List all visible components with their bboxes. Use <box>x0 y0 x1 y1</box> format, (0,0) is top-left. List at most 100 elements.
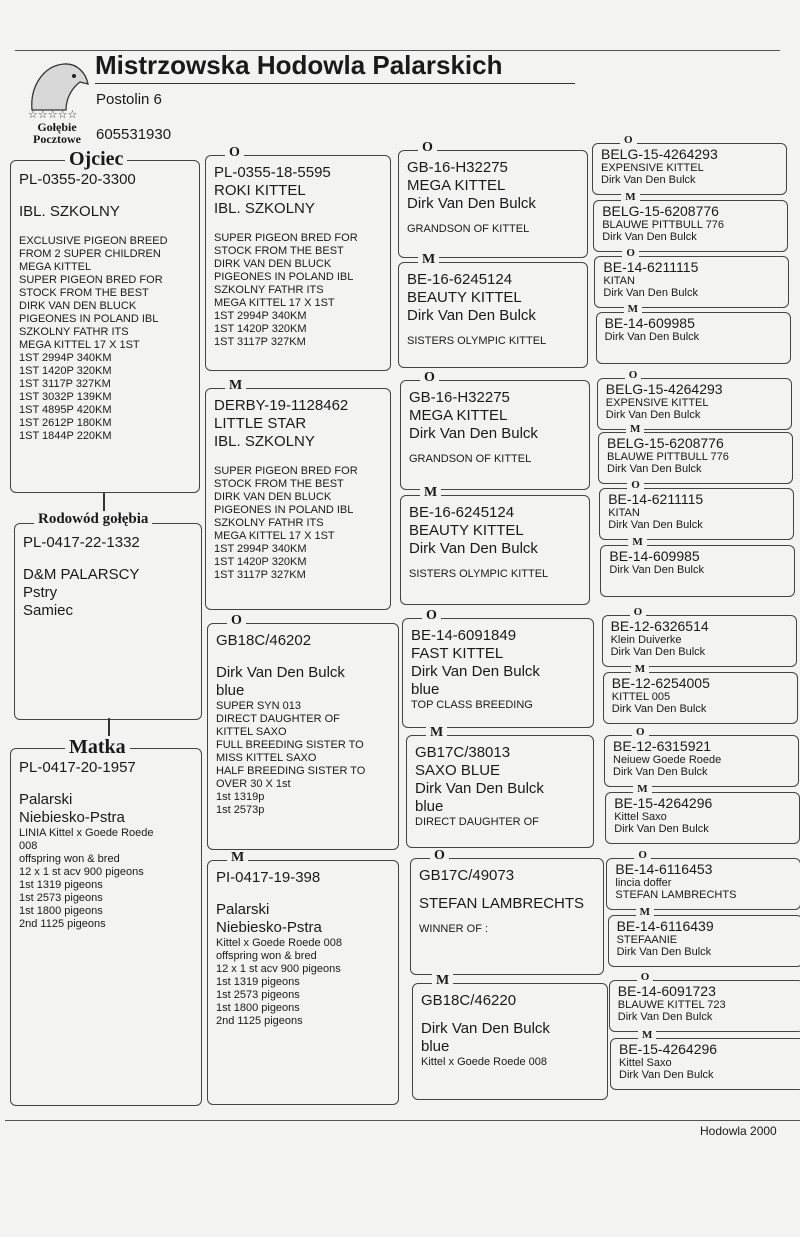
box-line: Samiec <box>23 602 74 619</box>
box-line: Dirk Van Den Bulck <box>411 663 540 680</box>
pedigree-box: PL-0417-20-1957 Palarski Niebiesko-Pstra LI… <box>10 748 202 1106</box>
box-line: EXPENSIVE KITTEL <box>605 397 709 409</box>
box-line: BE-15-4264296 <box>619 1041 718 1057</box>
box-marker: M <box>420 485 442 501</box>
box-line: STEFAN LAMBRECHTS <box>419 895 585 912</box>
box-line: 12 x 1 st acv 900 pigeons <box>216 963 341 975</box>
box-line: SUPER SYN 013 <box>216 700 301 712</box>
box-line: 008 <box>19 840 38 852</box>
box-line: WINNER OF : <box>419 923 489 935</box>
pedigree-box: BELG-15-4264293 EXPENSIVE KITTEL Dirk Van … <box>592 143 787 195</box>
box-marker: O <box>624 369 642 381</box>
box-line: 1ST 2994P 340KM <box>214 310 307 322</box>
box-line: lincia doffer <box>615 877 672 889</box>
box-line: blue <box>415 798 444 815</box>
box-line: 1ST 3117P 327KM <box>214 336 306 348</box>
box-line: HALF BREEDING SISTER TO <box>216 765 366 777</box>
box-line: 2nd 1125 pigeons <box>216 1015 303 1027</box>
box-line: Dirk Van Den Bulck <box>601 174 696 186</box>
box-marker: O <box>430 848 449 864</box>
logo-line: Pocztowe <box>33 132 81 146</box>
box-line: 1st 2573p <box>216 804 265 816</box>
box-line: blue <box>411 681 440 698</box>
box-line: PL-0355-20-3300 <box>19 171 136 188</box>
box-line: FAST KITTEL <box>411 645 504 662</box>
box-line: GB17C/38013 <box>415 744 511 761</box>
pedigree-box: BE-14-6116453 lincia doffer STEFAN LAMBREC… <box>606 858 800 910</box>
box-line: EXPENSIVE KITTEL <box>601 162 704 174</box>
box-line: 1st 1800 pigeons <box>216 1002 300 1014</box>
pedigree-box: BE-14-6116439 STEFAANIE Dirk Van Den Bulck <box>607 915 800 967</box>
box-line: 1ST 1420P 320KM <box>214 556 307 568</box>
box-marker: O <box>622 247 639 259</box>
box-line: Dirk Van Den Bulck <box>421 1020 550 1037</box>
connector <box>108 718 110 748</box>
box-line: 1ST 1844P 220KM <box>19 430 112 442</box>
box-line: SAXO BLUE <box>415 762 501 779</box>
box-line: FROM 2 SUPER CHILDREN <box>19 248 161 260</box>
box-marker: O <box>629 606 647 618</box>
box-line: BE-14-6211115 <box>603 259 699 275</box>
box-line: BELG-15-4264293 <box>605 381 723 397</box>
box-marker: M <box>418 252 440 268</box>
phone: 605531930 <box>96 126 172 143</box>
box-line: 1ST 1420P 320KM <box>19 365 112 377</box>
box-line: SZKOLNY FATHR ITS <box>214 517 324 529</box>
logo-line: Gołębie <box>37 120 77 134</box>
box-marker: O <box>627 479 644 491</box>
box-line: LINIA Kittel x Goede Roede <box>19 827 154 839</box>
box-line: blue <box>216 682 245 699</box>
box-line: blue <box>421 1038 450 1055</box>
box-line: FULL BREEDING SISTER TO <box>216 739 364 751</box>
box-line: PIGEONES IN POLAND IBL <box>214 271 354 283</box>
box-line: Pstry <box>23 584 58 601</box>
logo-text: Gołębie Pocztowe <box>22 121 92 145</box>
svg-text:☆☆☆☆☆: ☆☆☆☆☆ <box>28 109 77 120</box>
pedigree-box: BE-15-4264296 Kittel Saxo Dirk Van Den Bul… <box>610 1038 800 1090</box>
box-line: Kittel x Goede Roede 008 <box>216 937 342 949</box>
box-line: 12 x 1 st acv 900 pigeons <box>19 866 144 878</box>
box-line: Dirk Van Den Bulck <box>619 1069 714 1081</box>
box-line: IBL. SZKOLNY <box>214 200 315 217</box>
box-marker: O <box>418 140 437 156</box>
box-line: BLAUWE PITTBULL 776 <box>602 219 725 231</box>
box-line: BE-14-6116439 <box>616 918 714 934</box>
box-marker: M <box>630 663 650 675</box>
box-line: Dirk Van Den Bulck <box>604 331 700 343</box>
box-line: Dirk Van Den Bulck <box>608 519 703 531</box>
box-line: BE-14-6091723 <box>617 983 716 999</box>
box-line: BE-16-6245124 <box>409 504 515 521</box>
pedigree-box: DERBY-19-1128462 LITTLE STAR IBL. SZKOLNY S… <box>205 388 391 610</box>
box-line: 1ST 4895P 420KM <box>19 404 112 416</box>
box-line: Niebiesko-Pstra <box>19 809 125 826</box>
box-line: DERBY-19-1128462 <box>214 397 349 414</box>
box-line: SUPER PIGEON BRED FOR <box>214 465 358 477</box>
box-line: LITTLE STAR <box>214 415 307 432</box>
box-line: 1ST 3032P 139KM <box>19 391 112 403</box>
box-line: Dirk Van Den Bulck <box>409 540 538 557</box>
pedigree-box: BE-14-609985 Dirk Van Den Bulck <box>595 312 791 364</box>
box-line: Dirk Van Den Bulck <box>607 463 702 475</box>
box-line: BE-16-6245124 <box>407 271 513 288</box>
box-line: Dirk Van Den Bulck <box>611 703 707 715</box>
pedigree-box: BE-15-4264296 Kittel Saxo Dirk Van Den Bul… <box>605 792 800 844</box>
box-line: BE-14-6091849 <box>411 627 517 644</box>
box-line: 1ST 1420P 320KM <box>214 323 307 335</box>
box-line: STOCK FROM THE BEST <box>214 478 344 490</box>
box-line: BEAUTY KITTEL <box>409 522 524 539</box>
box-heading: Ojciec <box>65 148 128 171</box>
box-line: TOP CLASS BREEDING <box>411 699 533 711</box>
pedigree-box: BELG-15-4264293 EXPENSIVE KITTEL Dirk Van … <box>596 378 792 430</box>
box-line: OVER 30 X 1st <box>216 778 291 790</box>
address: Postolin 6 <box>96 91 162 108</box>
box-marker: M <box>626 423 645 435</box>
box-line: BE-14-6211115 <box>608 491 704 507</box>
box-line: BE-14-6116453 <box>615 861 713 877</box>
box-marker: O <box>420 370 439 386</box>
box-line: Dirk Van Den Bulck <box>609 564 704 576</box>
box-marker: M <box>635 906 654 918</box>
box-line: Dirk Van Den Bulck <box>409 425 538 442</box>
box-marker: M <box>628 536 647 548</box>
box-marker: M <box>623 303 642 315</box>
